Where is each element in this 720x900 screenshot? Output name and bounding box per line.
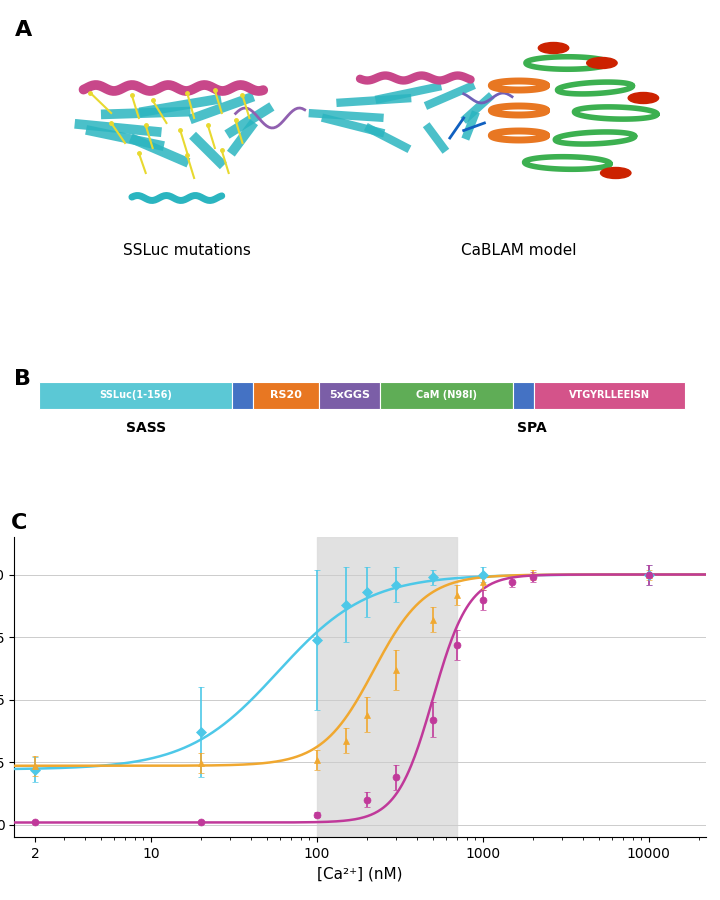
Text: SPA: SPA	[518, 420, 547, 435]
Text: SSLuc(1-156): SSLuc(1-156)	[99, 391, 171, 401]
Text: VTGYRLLEEISN: VTGYRLLEEISN	[569, 391, 650, 401]
Bar	[380, 382, 513, 409]
Bar	[253, 382, 320, 409]
Text: RS20: RS20	[270, 391, 302, 401]
X-axis label: [Ca²⁺] (nM): [Ca²⁺] (nM)	[318, 867, 402, 881]
Bar	[320, 382, 380, 409]
Text: 5xGGS: 5xGGS	[329, 391, 370, 401]
Text: B: B	[14, 369, 32, 389]
Bar	[513, 382, 534, 409]
Text: A: A	[14, 21, 32, 40]
Text: CaM (N98I): CaM (N98I)	[415, 391, 477, 401]
Bar	[232, 382, 253, 409]
Circle shape	[600, 167, 631, 178]
Text: SASS: SASS	[126, 420, 166, 435]
Bar	[39, 382, 232, 409]
Text: C: C	[11, 512, 27, 533]
Circle shape	[587, 58, 617, 68]
Text: CaBLAM model: CaBLAM model	[462, 243, 577, 258]
Circle shape	[539, 42, 569, 53]
Bar	[534, 382, 685, 409]
Bar	[317, 537, 457, 837]
Text: SSLuc mutations: SSLuc mutations	[123, 243, 251, 258]
Circle shape	[628, 93, 659, 104]
